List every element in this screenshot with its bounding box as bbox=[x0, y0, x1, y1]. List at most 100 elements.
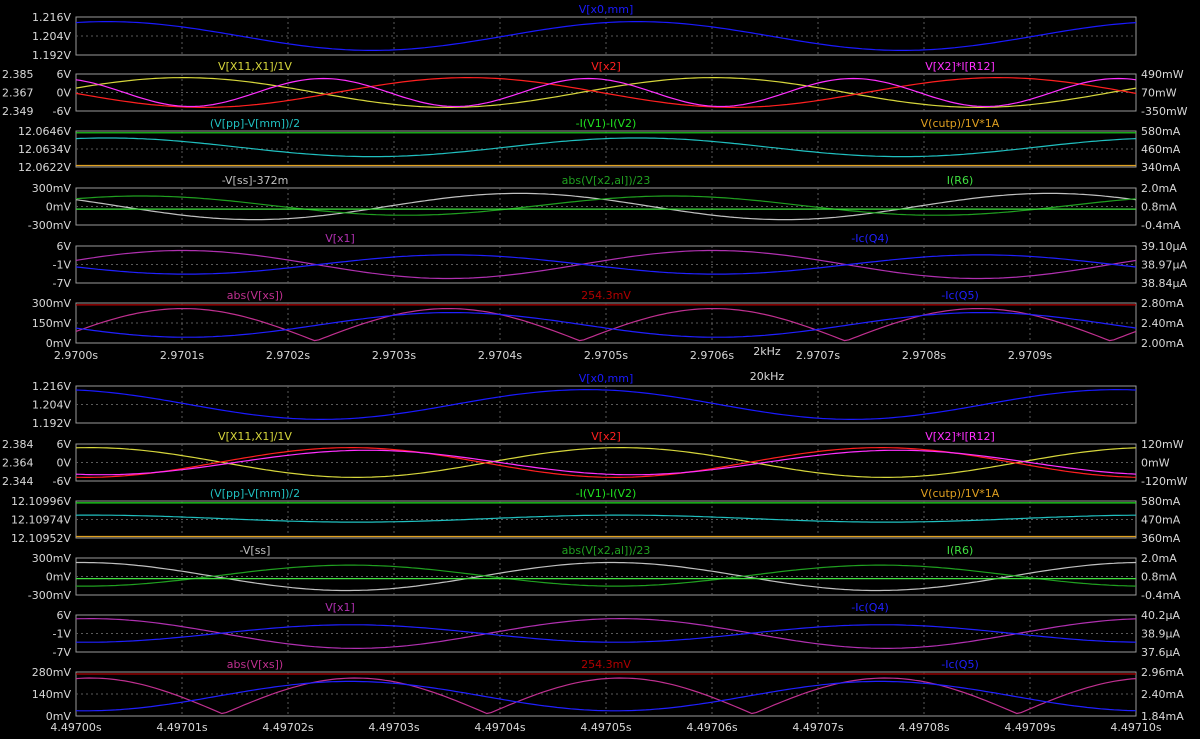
pane-2-1: 1.216V 1.204V 1.192V V[x0,mm] bbox=[32, 372, 1137, 430]
x-tick-label: 2.9709s bbox=[1008, 349, 1052, 362]
trace-label: abs(V[x2,al])/23 bbox=[562, 174, 651, 187]
left-tick-label: 6V bbox=[56, 68, 71, 81]
right-tick-label: 580mA bbox=[1141, 125, 1181, 138]
left-tick-label: 12.10996V bbox=[11, 495, 71, 508]
right-tick-label: 460mA bbox=[1141, 143, 1181, 156]
outer-left-tick-label: 2.384 bbox=[2, 438, 34, 451]
trace-label: -I(V1)-I(V2) bbox=[576, 117, 637, 130]
pane-2-4: 300mV 0mV -300mV 2.0mA 0.8mA -0.4mA -V[ss] abs(… bbox=[28, 544, 1181, 602]
x-tick-label: 2.9707s bbox=[796, 349, 840, 362]
left-tick-label: 140mV bbox=[32, 688, 72, 701]
trace-label: V[x2] bbox=[591, 60, 621, 73]
x-tick-label: 4.49707s bbox=[792, 721, 843, 734]
right-tick-label: 470mA bbox=[1141, 514, 1181, 527]
left-tick-label: -300mV bbox=[28, 219, 72, 232]
right-tick-label: 360mA bbox=[1141, 532, 1181, 545]
left-tick-label: 150mV bbox=[32, 317, 72, 330]
right-tick-label: 2.00mA bbox=[1141, 337, 1184, 350]
pane-1-2: 6V 0V -6V 2.385 2.367 2.349 490mW 70mW -350mW V[X… bbox=[2, 60, 1188, 118]
left-tick-label: -6V bbox=[53, 475, 72, 488]
trace-label: I(R6) bbox=[947, 174, 973, 187]
left-tick-label: 0mV bbox=[46, 571, 72, 584]
trace-label: I(R6) bbox=[947, 544, 973, 557]
trace-label: 254.3mV bbox=[581, 658, 631, 671]
left-tick-label: 300mV bbox=[32, 297, 72, 310]
trace-label: V[X2]*I[R12] bbox=[925, 60, 995, 73]
trace-label: V[x0,mm] bbox=[579, 3, 634, 16]
right-tick-label: -0.4mA bbox=[1141, 219, 1181, 232]
pane-2-2: 6V 0V -6V 2.384 2.364 2.344 120mW 0mW -120mW V[X1… bbox=[2, 430, 1188, 488]
right-tick-label: 2.0mA bbox=[1141, 552, 1177, 565]
x-tick-label: 2.9706s bbox=[690, 349, 734, 362]
right-tick-label: 39.10µA bbox=[1141, 240, 1187, 253]
left-tick-label: 12.0634V bbox=[18, 143, 71, 156]
right-tick-label: 1.84mA bbox=[1141, 710, 1184, 723]
trace--V[ss] bbox=[76, 561, 1137, 592]
pane-1-1: 1.216V 1.204V 1.192V V[x0,mm] bbox=[32, 3, 1137, 62]
trace-V[x0,mm] bbox=[75, 21, 1137, 52]
trace-label: -Ic(Q5) bbox=[941, 658, 979, 671]
x-tick-label: 4.49703s bbox=[368, 721, 419, 734]
trace-label: V[x0,mm] bbox=[579, 372, 634, 385]
left-tick-label: 300mV bbox=[32, 182, 72, 195]
pane-1-6: 300mV 150mV 0mV 2.80mA 2.40mA 2.00mA abs(V[xs]… bbox=[32, 289, 1184, 350]
trace-V[X2]*I[R12] bbox=[75, 77, 1137, 108]
section-2: 1.216V 1.204V 1.192V V[x0,mm] 6V 0V -6V 2.384 2.… bbox=[2, 370, 1188, 734]
trace-label: V[X11,X1]/1V bbox=[218, 430, 292, 443]
trace-V[X11,X1]/1V bbox=[75, 76, 1137, 109]
left-tick-label: 1.192V bbox=[32, 417, 71, 430]
x-tick-label: 2.9703s bbox=[372, 349, 416, 362]
left-tick-label: -300mV bbox=[28, 589, 72, 602]
right-tick-label: 2.40mA bbox=[1141, 317, 1184, 330]
right-tick-label: 340mA bbox=[1141, 161, 1181, 174]
trace--Ic(Q5) bbox=[75, 680, 1137, 712]
trace-(V[pp]-V[mm])/2 bbox=[75, 514, 1136, 523]
right-tick-label: 0.8mA bbox=[1141, 571, 1177, 584]
x-tick-label: 4.49704s bbox=[474, 721, 525, 734]
trace-label: (V[pp]-V[mm])/2 bbox=[210, 487, 300, 500]
x-tick-label: 2.9701s bbox=[160, 349, 204, 362]
right-tick-label: 120mW bbox=[1141, 438, 1184, 451]
outer-left-tick-label: 2.367 bbox=[2, 87, 34, 100]
trace--Ic(Q5) bbox=[75, 312, 1137, 338]
trace-label: V[x1] bbox=[325, 232, 355, 245]
trace-V[x1] bbox=[75, 617, 1137, 650]
outer-left-tick-label: 2.385 bbox=[2, 68, 34, 81]
left-tick-label: 1.216V bbox=[32, 380, 71, 393]
trace-label: 254.3mV bbox=[581, 289, 631, 302]
left-tick-label: 0mV bbox=[46, 710, 72, 723]
trace-V[X11,X1]/1V bbox=[75, 447, 1137, 478]
pane-2-3: 12.10996V 12.10974V 12.10952V 580mA 470mA 360… bbox=[11, 487, 1181, 545]
trace-(V[pp]-V[mm])/2 bbox=[75, 137, 1137, 158]
left-tick-label: 0V bbox=[56, 457, 71, 470]
left-tick-label: 1.216V bbox=[32, 11, 71, 24]
trace-label: V(cutp)/1V*1A bbox=[921, 487, 1000, 500]
x-tick-label: 2.9708s bbox=[902, 349, 946, 362]
right-tick-label: 2.40mA bbox=[1141, 688, 1184, 701]
pane-1-3: 12.0646V 12.0634V 12.0622V 580mA 460mA 340mA (… bbox=[18, 117, 1181, 174]
right-tick-label: 40.2µA bbox=[1141, 609, 1180, 622]
right-tick-label: 2.80mA bbox=[1141, 297, 1184, 310]
trace--Ic(Q4) bbox=[76, 624, 1137, 643]
trace-V[x2] bbox=[75, 76, 1137, 109]
section-1: 1.216V 1.204V 1.192V V[x0,mm] 6V 0V -6V 2.385 2.… bbox=[2, 3, 1188, 362]
left-tick-label: 0mV bbox=[46, 201, 72, 214]
x-tick-label: 4.49706s bbox=[686, 721, 737, 734]
outer-left-tick-label: 2.344 bbox=[2, 475, 34, 488]
pane-2-6: 280mV 140mV 0mV 2.96mA 2.40mA 1.84mA abs(V[xs]… bbox=[32, 658, 1184, 723]
right-tick-label: 37.6µA bbox=[1141, 646, 1180, 659]
right-tick-label: 38.9µA bbox=[1141, 628, 1180, 641]
trace-label: V[X11,X1]/1V bbox=[218, 60, 292, 73]
left-tick-label: 280mV bbox=[32, 666, 72, 679]
right-tick-label: 2.0mA bbox=[1141, 182, 1177, 195]
trace-label: abs(V[x2,al])/23 bbox=[562, 544, 651, 557]
x-tick-label: 2.9700s bbox=[54, 349, 98, 362]
x-tick-label: 4.49708s bbox=[898, 721, 949, 734]
left-tick-label: 12.0622V bbox=[18, 161, 71, 174]
left-tick-label: -1V bbox=[53, 628, 72, 641]
left-tick-label: -1V bbox=[53, 259, 72, 272]
x-tick-label: 4.49710s bbox=[1110, 721, 1161, 734]
x-tick-label: 4.49700s bbox=[50, 721, 101, 734]
x-tick-label: 4.49709s bbox=[1004, 721, 1055, 734]
outer-left-tick-label: 2.364 bbox=[2, 457, 34, 470]
